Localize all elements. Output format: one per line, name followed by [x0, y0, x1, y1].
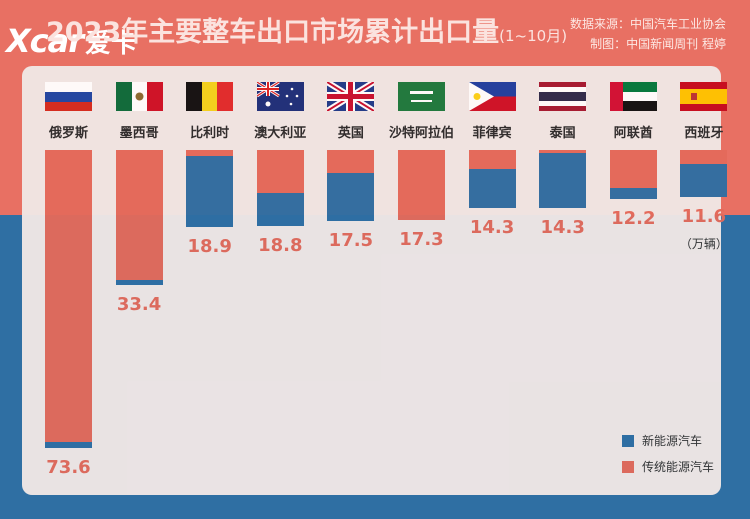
bar-segment-traditional — [539, 150, 587, 154]
bar-segment-nev — [45, 441, 92, 449]
legend-label-nev: 新能源汽车 — [642, 434, 703, 448]
category-label: 俄罗斯 — [48, 126, 88, 141]
credit-line: 制图：中国新闻周刊 程婷 — [590, 37, 726, 51]
bar-segment-traditional — [327, 150, 375, 173]
category-label: 墨西哥 — [119, 126, 159, 141]
total-value-label: 18.8 — [258, 235, 303, 257]
bar-segment-nev — [115, 280, 163, 286]
bar-segment-nev — [468, 169, 516, 208]
chart-title-main: 2023年主要整车出口市场累计出口量 — [46, 17, 500, 48]
category-label: 西班牙 — [684, 126, 724, 141]
source-info: 数据来源：中国汽车工业协会 制图：中国新闻周刊 程婷 — [570, 14, 726, 54]
source-line: 数据来源：中国汽车工业协会 — [569, 17, 726, 31]
bar-stack — [468, 150, 516, 208]
flag-australia-icon — [255, 80, 304, 111]
bar-segment-traditional — [186, 150, 234, 157]
category-label: 比利时 — [190, 126, 230, 141]
flag-russia-icon — [45, 82, 92, 111]
category-label: 沙特阿拉伯 — [388, 126, 454, 141]
legend-swatch-nev — [622, 435, 634, 447]
chart-title: 2023年主要整车出口市场累计出口量(1~10月) — [46, 10, 567, 49]
bar-segment-traditional — [398, 150, 445, 221]
bar-stack — [45, 150, 92, 449]
bar-segment-nev — [680, 163, 728, 197]
flag-belgium-icon — [186, 82, 234, 111]
flag-mexico-icon — [115, 82, 163, 111]
logo-chinese: 爱卡 — [85, 28, 138, 59]
total-value-label: 33.4 — [116, 294, 162, 316]
unit-label: （万辆） — [679, 236, 728, 251]
total-value-label: 17.5 — [328, 229, 374, 251]
bar-segment-traditional — [609, 150, 657, 189]
flag-spain-icon — [680, 82, 728, 111]
flag-uae-icon — [609, 82, 657, 111]
legend-item-nev: 新能源汽车 — [622, 432, 702, 449]
legend-item-traditional: 传统能源汽车 — [622, 458, 714, 475]
category-label: 澳大利亚 — [254, 126, 307, 141]
total-value-label: 18.9 — [187, 235, 232, 257]
bar-segment-nev — [256, 192, 304, 227]
total-value-label: 12.2 — [611, 208, 656, 230]
total-value-label: 11.6 — [681, 205, 727, 227]
bar-segment-nev — [327, 172, 375, 221]
flag-philippines-icon — [468, 82, 516, 111]
category-label: 泰国 — [549, 126, 576, 141]
bar-segment-traditional — [256, 150, 304, 193]
total-value-label: 73.6 — [46, 457, 91, 479]
bar-segment-traditional — [680, 150, 728, 164]
total-value-label: 14.3 — [469, 216, 515, 238]
bar-stack — [680, 150, 728, 197]
total-value-label: 17.3 — [399, 229, 444, 251]
bar-stack — [539, 150, 587, 208]
total-value-label: 14.3 — [540, 216, 585, 238]
bar-segment-nev — [539, 153, 587, 208]
category-label: 英国 — [337, 126, 364, 141]
bar-segment-traditional — [45, 150, 92, 442]
bar-stack — [398, 150, 445, 221]
bar-segment-nev — [609, 188, 657, 200]
logo-latin: Xcar — [6, 22, 84, 60]
bar-segment-traditional — [115, 150, 163, 280]
bar-stack — [327, 150, 375, 221]
bar-stack — [256, 150, 304, 227]
flag-thailand-icon — [539, 82, 587, 111]
category-label: 阿联酋 — [613, 126, 653, 141]
bar-stack — [115, 150, 163, 286]
bar-stack — [186, 150, 234, 227]
chart-title-suffix: (1~10月) — [499, 27, 568, 45]
xcar-logo: Xcar 爱卡 — [6, 22, 137, 60]
legend-swatch-traditional — [622, 461, 634, 473]
chart-panel: 俄罗斯 73.6 墨西哥 33.4 比利时 18.9 澳大利亚 18.8 英国 17.5 沙特阿拉伯… — [22, 66, 728, 495]
flag-saudi-arabia-icon — [398, 82, 445, 111]
category-label: 菲律宾 — [472, 126, 512, 141]
flag-uk-icon — [325, 79, 376, 114]
legend-label-traditional: 传统能源汽车 — [642, 460, 715, 474]
bar-stack — [609, 150, 657, 200]
bar-segment-nev — [186, 156, 234, 227]
bar-segment-traditional — [468, 150, 516, 170]
